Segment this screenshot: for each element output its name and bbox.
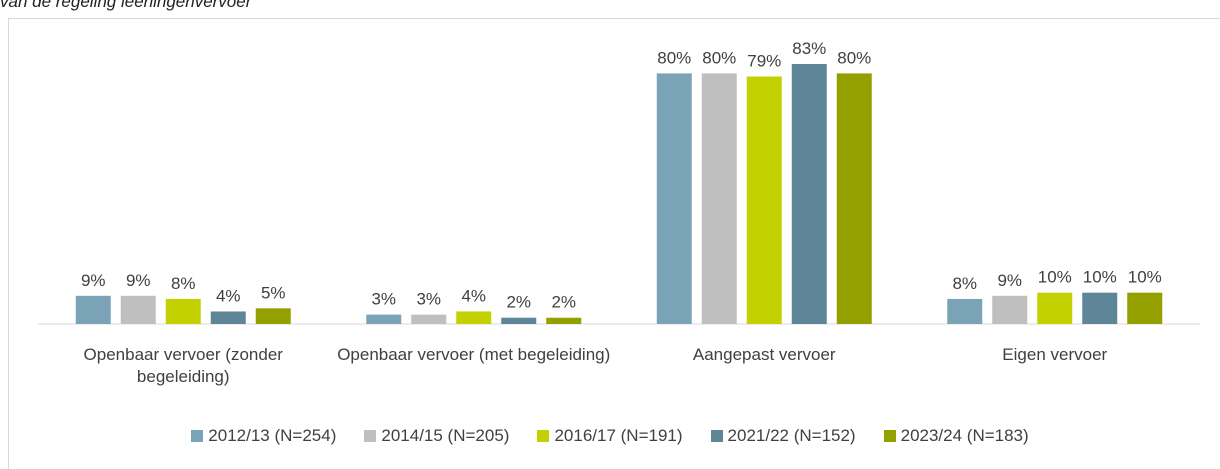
bar <box>210 311 246 324</box>
data-label: 10% <box>1083 268 1117 287</box>
bar <box>366 314 402 324</box>
x-tick-label: Openbaar vervoer (zonder begeleiding) <box>83 345 283 386</box>
data-label: 4% <box>461 286 486 305</box>
legend-label: 2023/24 (N=183) <box>900 426 1029 445</box>
legend-item: 2012/13 (N=254) <box>191 426 336 446</box>
bar <box>165 298 201 324</box>
legend-label: 2012/13 (N=254) <box>208 426 337 445</box>
data-label: 3% <box>416 290 441 309</box>
data-label: 3% <box>371 290 396 309</box>
bar <box>411 314 447 324</box>
bar <box>836 73 872 325</box>
legend-swatch <box>883 430 896 442</box>
legend-item: 2021/22 (N=152) <box>710 426 856 446</box>
legend-item: 2014/15 (N=205) <box>364 426 509 446</box>
legend-item: 2023/24 (N=183) <box>883 426 1029 446</box>
legend-swatch <box>364 430 377 442</box>
legend: 2012/13 (N=254) 2014/15 (N=205) 2016/17 (N… <box>0 426 1220 446</box>
bar <box>456 311 492 324</box>
bar <box>255 308 291 324</box>
data-label: 8% <box>952 274 977 293</box>
data-label: 83% <box>792 39 826 58</box>
bar <box>992 295 1028 324</box>
bar <box>746 76 782 324</box>
data-label: 2% <box>506 293 531 312</box>
bar <box>656 73 692 325</box>
data-label: 80% <box>657 48 691 67</box>
chart-frame <box>8 18 1220 469</box>
bar <box>947 298 983 324</box>
data-label: 10% <box>1038 268 1072 287</box>
bar <box>1037 292 1073 324</box>
legend-swatch <box>537 430 550 442</box>
data-label: 9% <box>997 271 1022 290</box>
data-label: 9% <box>81 271 106 290</box>
bar <box>75 295 111 324</box>
x-tick-label: Eigen vervoer <box>1002 345 1108 364</box>
data-label: 2% <box>551 293 576 312</box>
legend-item: 2016/17 (N=191) <box>537 426 683 446</box>
legend-label: 2021/22 (N=152) <box>727 426 856 445</box>
bar <box>546 317 582 324</box>
legend-label: 2016/17 (N=191) <box>554 426 683 445</box>
data-label: 80% <box>837 48 871 67</box>
x-tick-label: Aangepast vervoer <box>692 345 836 364</box>
data-label: 80% <box>702 48 736 67</box>
bar <box>120 295 156 324</box>
bar <box>701 73 737 325</box>
data-label: 8% <box>171 274 196 293</box>
data-label: 9% <box>126 271 151 290</box>
legend-swatch <box>191 430 204 442</box>
legend-swatch <box>710 430 723 442</box>
data-label: 4% <box>216 286 241 305</box>
chart-title: van de regeling leerlingenvervoer <box>0 0 252 11</box>
bar <box>791 64 827 324</box>
data-label: 79% <box>747 52 781 71</box>
legend-label: 2014/15 (N=205) <box>381 426 510 445</box>
bar <box>501 317 537 324</box>
data-label: 10% <box>1128 268 1162 287</box>
bar <box>1082 292 1118 324</box>
data-label: 5% <box>261 283 286 302</box>
bar <box>1127 292 1163 324</box>
x-tick-label: Openbaar vervoer (met begeleiding) <box>337 345 611 364</box>
